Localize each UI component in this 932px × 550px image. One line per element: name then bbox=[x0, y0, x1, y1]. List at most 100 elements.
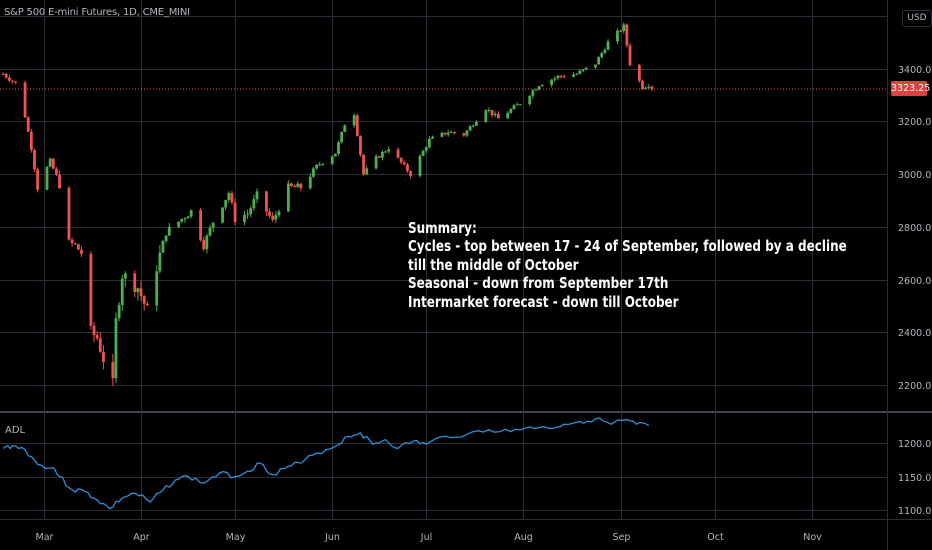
candle-body bbox=[293, 185, 297, 188]
candle bbox=[73, 242, 77, 246]
candle-body bbox=[268, 211, 271, 216]
candle-body bbox=[537, 86, 541, 90]
candle bbox=[396, 147, 400, 159]
candle bbox=[616, 28, 619, 45]
candle-body bbox=[290, 183, 293, 186]
candle bbox=[534, 88, 538, 91]
summary-line: Cycles - top between 17 - 24 of Septembe… bbox=[408, 237, 847, 256]
candle bbox=[55, 166, 58, 177]
candle bbox=[227, 191, 231, 203]
candle bbox=[293, 184, 297, 188]
candle bbox=[622, 22, 626, 34]
candle bbox=[271, 212, 275, 222]
candle-body bbox=[48, 158, 52, 167]
candle-body bbox=[333, 153, 337, 157]
candle-body bbox=[641, 80, 644, 90]
candle bbox=[36, 167, 40, 193]
candle bbox=[650, 85, 654, 92]
candle-body bbox=[471, 125, 475, 127]
currency-button[interactable]: USD bbox=[902, 10, 932, 27]
candle-body bbox=[556, 75, 560, 79]
candle-body bbox=[377, 156, 381, 158]
candle bbox=[606, 39, 610, 51]
y-tick-label: 1150.00 bbox=[898, 473, 932, 484]
candle bbox=[208, 224, 212, 237]
candle bbox=[265, 190, 268, 217]
x-tick-label: Apr bbox=[133, 532, 150, 543]
summary-annotation: Summary: Cycles - top between 17 - 24 of… bbox=[408, 219, 847, 311]
candle bbox=[202, 236, 206, 252]
candle bbox=[453, 131, 456, 135]
candle bbox=[515, 102, 519, 106]
candle bbox=[572, 72, 575, 78]
candle bbox=[337, 140, 340, 156]
candle bbox=[359, 135, 362, 157]
y-tick-label: 1200.00 bbox=[898, 439, 932, 450]
candle bbox=[246, 209, 250, 220]
candle bbox=[431, 135, 434, 139]
candle-body bbox=[553, 78, 557, 80]
candle bbox=[29, 129, 33, 153]
candle-body bbox=[45, 166, 49, 190]
candle bbox=[556, 74, 560, 81]
candle-body bbox=[205, 235, 209, 250]
candle-body bbox=[606, 41, 610, 50]
candle-body bbox=[286, 183, 290, 212]
candle-body bbox=[243, 215, 246, 222]
candle bbox=[343, 124, 347, 132]
candle-body bbox=[496, 113, 500, 119]
candle bbox=[512, 103, 516, 110]
candle-body bbox=[227, 193, 231, 200]
candle-body bbox=[443, 132, 447, 135]
candle-body bbox=[622, 24, 626, 31]
candle bbox=[233, 198, 237, 226]
candle-body bbox=[161, 240, 165, 253]
candle-body bbox=[575, 74, 579, 76]
candle bbox=[308, 173, 312, 190]
candle-body bbox=[67, 188, 71, 240]
candle-body bbox=[365, 168, 369, 175]
candle bbox=[600, 51, 604, 59]
candle bbox=[211, 222, 215, 232]
candle bbox=[45, 165, 49, 191]
candle-body bbox=[600, 52, 604, 58]
candle-body bbox=[512, 105, 516, 110]
candle bbox=[509, 108, 513, 114]
candle bbox=[252, 194, 256, 211]
candle-body bbox=[330, 156, 334, 164]
candle bbox=[641, 79, 644, 91]
candle bbox=[578, 68, 582, 75]
candle-body bbox=[120, 278, 124, 305]
candle-body bbox=[597, 57, 601, 65]
candle bbox=[484, 109, 488, 124]
candle-body bbox=[465, 130, 469, 136]
candle-body bbox=[23, 82, 27, 118]
y-tick-label: 2200.00 bbox=[898, 381, 932, 392]
candle bbox=[406, 162, 409, 173]
candle bbox=[224, 199, 228, 211]
adl-series-line bbox=[2, 417, 650, 510]
candle bbox=[402, 160, 406, 166]
candle-body bbox=[343, 125, 347, 132]
candle-body bbox=[211, 222, 215, 228]
candle-body bbox=[202, 239, 206, 250]
candle bbox=[117, 302, 121, 322]
candle bbox=[424, 146, 428, 154]
candle bbox=[594, 64, 597, 69]
candle-body bbox=[318, 164, 322, 166]
x-tick-label: Aug bbox=[514, 532, 533, 543]
y-tick-label: 2600.00 bbox=[898, 276, 932, 287]
candle-body bbox=[308, 176, 312, 189]
candle bbox=[559, 75, 563, 79]
candle bbox=[575, 72, 579, 76]
candle-body bbox=[221, 207, 224, 223]
candle bbox=[255, 188, 259, 204]
candle-body bbox=[650, 86, 654, 89]
candle-body bbox=[89, 253, 93, 326]
candle-body bbox=[493, 113, 497, 116]
candle-body bbox=[528, 95, 532, 105]
candle bbox=[76, 243, 80, 250]
x-tick-label: Jul bbox=[420, 532, 432, 543]
